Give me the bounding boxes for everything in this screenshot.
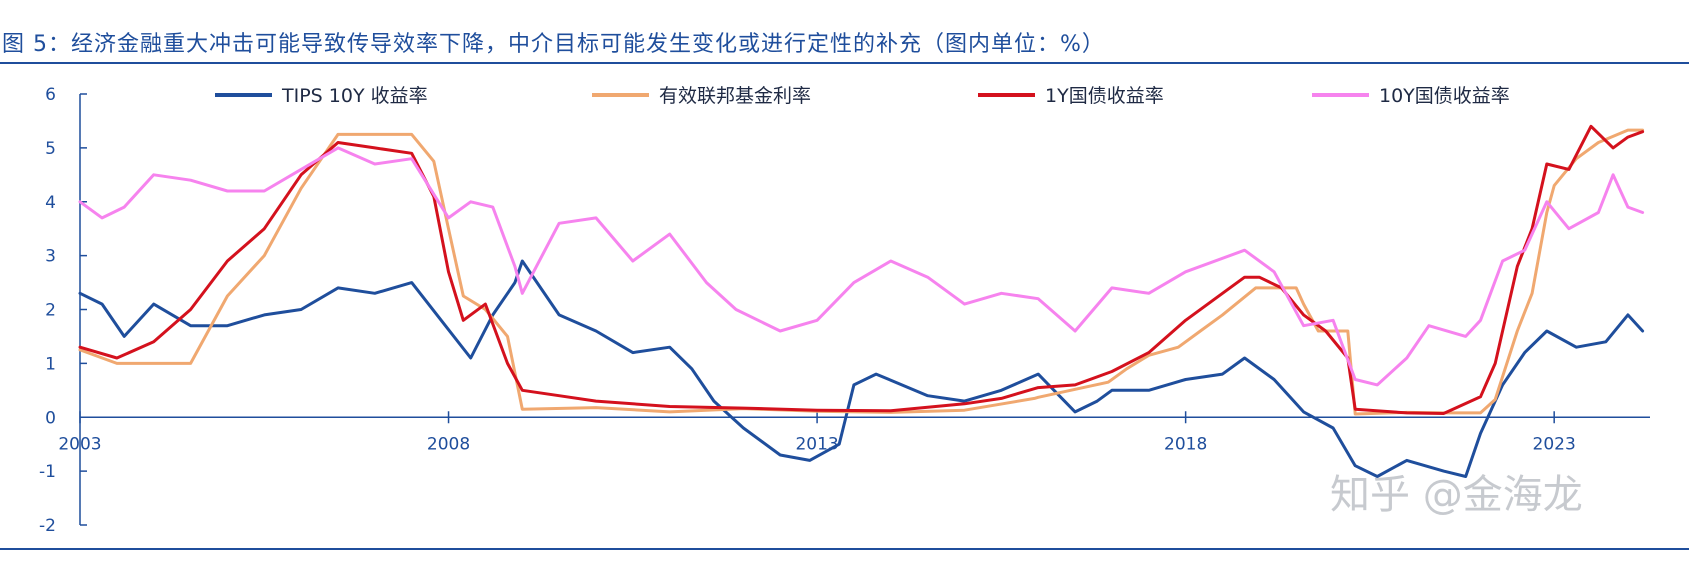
x-tick-label: 2023 xyxy=(1533,434,1576,454)
watermark: 知乎 @金海龙 xyxy=(1330,472,1583,518)
y-tick-label: 6 xyxy=(45,85,56,105)
y-tick-label: 5 xyxy=(45,139,56,159)
legend-label-4: 10Y国债收益率 xyxy=(1379,85,1510,107)
line-chart: -2 -1 0 1 2 3 4 5 6 2003 2008 2013 2018 2023 TIPS 10Y… xyxy=(39,85,1650,536)
legend-label-2: 有效联邦基金利率 xyxy=(659,85,811,107)
x-tick-label: 2018 xyxy=(1164,434,1207,454)
legend-label-1: TIPS 10Y 收益率 xyxy=(281,85,428,107)
title-divider xyxy=(0,62,1689,64)
y-tick-label: 3 xyxy=(45,247,56,267)
legend-label-3: 1Y国债收益率 xyxy=(1045,85,1164,107)
y-tick-label: 1 xyxy=(45,354,56,374)
series-line-1 xyxy=(78,259,1645,478)
series-line-2 xyxy=(78,128,1645,416)
y-tick-label: -2 xyxy=(39,516,56,536)
series-lines xyxy=(78,124,1645,478)
axes: -2 -1 0 1 2 3 4 5 6 2003 2008 2013 2018 2023 xyxy=(39,85,1650,536)
figure-title: 图 5：经济金融重大冲击可能导致传导效率下降，中介目标可能发生变化或进行定性的补… xyxy=(2,32,1105,57)
y-tick-label: 0 xyxy=(45,408,56,428)
legend: TIPS 10Y 收益率 有效联邦基金利率 1Y国债收益率 10Y国债收益率 xyxy=(215,85,1510,107)
x-tick-label: 2008 xyxy=(427,434,470,454)
bottom-divider xyxy=(0,548,1689,550)
y-tick-label: -1 xyxy=(39,462,56,482)
x-tick-label: 2013 xyxy=(795,434,838,454)
series-line-3 xyxy=(78,124,1645,415)
series-line-4 xyxy=(78,146,1645,387)
y-tick-label: 4 xyxy=(45,193,56,213)
x-tick-label: 2003 xyxy=(58,434,101,454)
y-tick-label: 2 xyxy=(45,301,56,321)
